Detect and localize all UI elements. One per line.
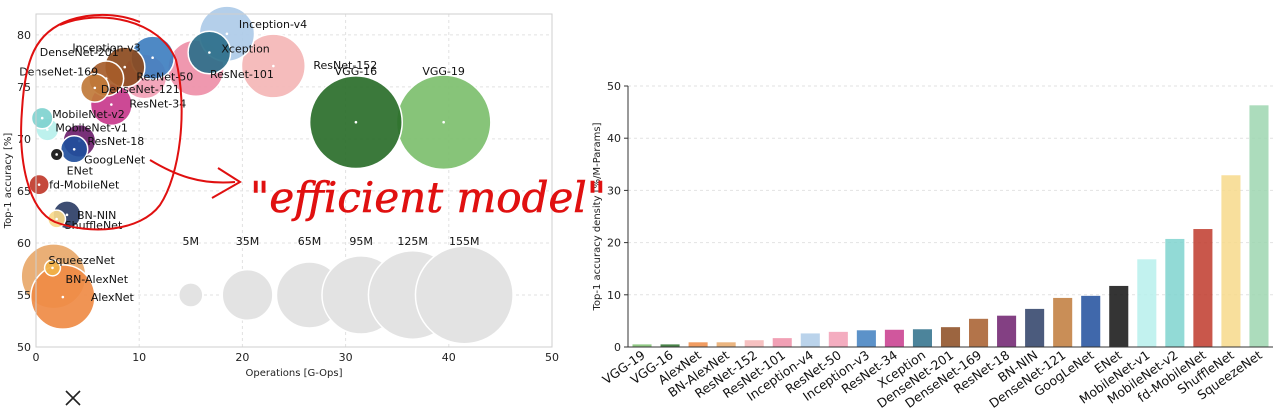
bubble-center-dot: [61, 295, 65, 299]
bubble-label: ResNet-34: [129, 98, 186, 111]
bubble-label: BN-AlexNet: [66, 273, 129, 286]
bubble-label: VGG-16: [335, 65, 378, 78]
right-y-axis-label: Top-1 accuracy density [%/M-Params]: [592, 122, 603, 311]
right-y-tick: 50: [607, 80, 621, 93]
size-legend-label: 5M: [183, 235, 200, 248]
size-legend-label: 125M: [397, 235, 428, 248]
bubble-center-dot: [123, 65, 127, 69]
bubble-label: ResNet-152: [313, 59, 377, 72]
bar-mobilenet-v2: [1165, 238, 1185, 347]
bubble-label: AlexNet: [91, 291, 135, 304]
left-x-tick: 50: [545, 351, 559, 364]
bar-xception: [912, 329, 932, 347]
bubble-center-dot: [37, 183, 41, 186]
left-plot-frame: [35, 13, 553, 348]
bubble-label: VGG-19: [422, 65, 465, 78]
bar-inception-v3: [856, 330, 876, 347]
bubble-label: ENet: [67, 164, 94, 177]
left-x-axis-label: Operations [G-Ops]: [245, 368, 342, 379]
bubble-center-dot: [55, 153, 58, 156]
bubble-center-dot: [272, 64, 275, 68]
right-y-tick: 40: [607, 132, 621, 145]
bubble-center-dot: [151, 56, 154, 60]
bubble-label: MobileNet-v2: [52, 108, 125, 121]
bubble-label: MobileNet-v1: [55, 122, 128, 135]
size-legend-label: 35M: [236, 235, 260, 248]
size-legend-bubble: [221, 268, 274, 322]
bubble-center-dot: [354, 120, 358, 124]
bubble-label: DenseNet-169: [19, 66, 98, 79]
left-x-tick: 10: [132, 351, 146, 364]
red-arrow-scribble: [149, 159, 242, 199]
size-legend-label: 155M: [449, 235, 480, 248]
bubble-center-dot: [55, 217, 58, 221]
bubble-label: GoogLeNet: [84, 153, 146, 166]
bubble-label: Inception-v3: [72, 42, 140, 55]
bar-squeezenet: [1249, 105, 1269, 348]
size-legend-bubble: [414, 245, 514, 345]
bubble-center-dot: [208, 51, 211, 54]
left-y-axis-label: Top-1 accuracy [%]: [3, 133, 14, 230]
right-y-tick: 0: [614, 341, 621, 354]
close-x-icon: [65, 390, 81, 406]
bubble-label: Inception-v4: [239, 18, 307, 31]
bar-inception-v4: [800, 333, 820, 347]
bubble-label: ResNet-101: [210, 68, 274, 81]
bar-resnet-18: [997, 315, 1017, 347]
bubble-center-dot: [40, 116, 44, 120]
bar-densenet-169: [969, 318, 989, 347]
bubble-center-dot: [46, 128, 49, 131]
bar-alexnet: [688, 342, 708, 347]
bubble-label: Xception: [221, 43, 269, 56]
bubble-label: BN-NIN: [77, 209, 116, 222]
left-y-tick: 50: [17, 341, 31, 354]
bubble-center-dot: [93, 86, 97, 90]
left-y-tick: 55: [17, 289, 31, 302]
bar-resnet-152: [744, 340, 764, 347]
bar-resnet-50: [828, 331, 848, 347]
bar-vgg-16: [660, 344, 680, 347]
size-legend-label: 65M: [298, 235, 322, 248]
bar-resnet-101: [772, 338, 792, 347]
bar-vgg-19: [632, 344, 652, 347]
bubble-label: DenseNet-121: [101, 83, 180, 96]
size-legend-label: 95M: [349, 235, 373, 248]
bar-bn-alexnet: [716, 342, 736, 347]
bubble-label: ResNet-18: [87, 135, 144, 148]
red-circle-scribble: [20, 13, 183, 231]
bubble-label: DenseNet-201: [40, 46, 119, 59]
bubble-center-dot: [442, 120, 445, 124]
bubble-label: SqueezeNet: [49, 254, 116, 267]
bar-densenet-121: [1053, 297, 1073, 347]
bar-bn-nin: [1025, 308, 1045, 347]
left-x-tick: 40: [442, 351, 456, 364]
left-x-tick: 0: [33, 351, 40, 364]
efficient-model-annotation: "efficient model": [250, 173, 606, 222]
left-x-tick: 30: [339, 351, 353, 364]
bubble-center-dot: [72, 147, 76, 151]
bar-densenet-201: [940, 327, 961, 347]
left-x-tick: 20: [235, 351, 249, 364]
bubble-label: fd-MobileNet: [49, 179, 120, 192]
bar-enet: [1109, 285, 1129, 347]
bar-googlenet: [1081, 295, 1101, 347]
bar-mobilenet-v1: [1137, 259, 1157, 347]
bar-shufflenet: [1221, 175, 1241, 347]
bubble-center-dot: [65, 213, 69, 217]
bar-fd-mobilenet: [1193, 229, 1213, 347]
bubble-center-dot: [110, 103, 113, 106]
left-y-tick: 65: [17, 185, 31, 198]
bubble-center-dot: [51, 266, 54, 270]
bar-resnet-34: [884, 329, 904, 347]
left-y-tick: 80: [17, 29, 31, 42]
right-y-tick: 20: [607, 237, 621, 250]
right-y-tick: 30: [607, 184, 621, 197]
bubble-center-dot: [225, 32, 229, 36]
size-legend-bubble: [178, 282, 204, 308]
left-y-tick: 60: [17, 237, 31, 250]
right-y-tick: 10: [607, 289, 621, 302]
